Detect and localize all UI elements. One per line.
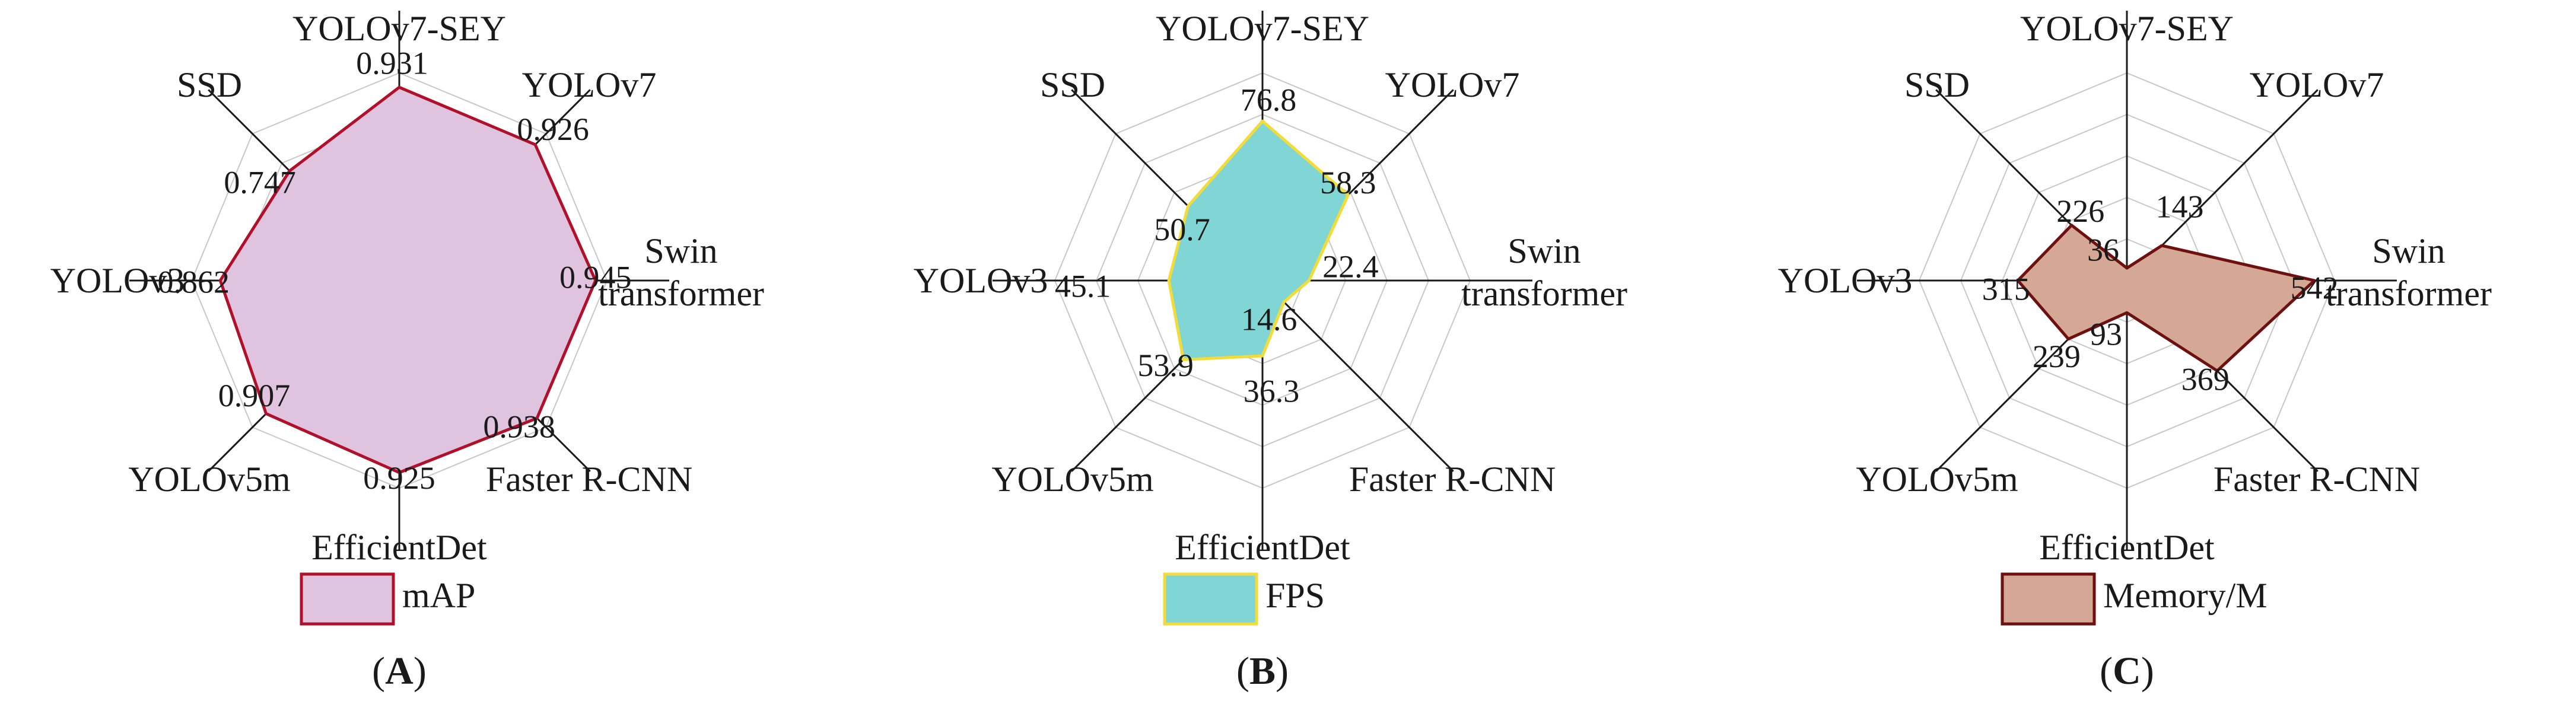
legend: Memory/M xyxy=(2001,572,2267,626)
legend-label: Memory/M xyxy=(2103,576,2267,615)
axis-label-yolov3: YOLOv3 xyxy=(1778,261,1913,300)
legend-swatch xyxy=(1163,572,1258,626)
radar-panel-b: 76.8 58.3 22.4 14.6 36.3 53.9 45.1 50.7 YOLOv7-S… xyxy=(914,9,1627,693)
data-label: 143 xyxy=(2155,189,2203,224)
data-label: 0.862 xyxy=(158,264,230,300)
legend-swatch xyxy=(300,572,395,626)
axis-label-yolov5m: YOLOv5m xyxy=(991,460,1153,499)
axis-label-ssd: SSD xyxy=(177,65,242,104)
axis-label-yolov7: YOLOv7 xyxy=(522,65,657,104)
data-label: 36.3 xyxy=(1244,373,1300,409)
panel-label: (A) xyxy=(372,649,427,693)
data-label: 369 xyxy=(2181,362,2230,397)
data-label: 226 xyxy=(2056,193,2104,229)
data-label: 0.747 xyxy=(224,165,296,200)
data-label: 239 xyxy=(2033,339,2081,374)
data-label: 22.4 xyxy=(1322,249,1379,284)
data-label: 0.945 xyxy=(559,259,632,295)
data-label: 0.925 xyxy=(363,460,435,496)
legend-swatch xyxy=(2001,572,2096,626)
data-label: 53.9 xyxy=(1137,348,1194,383)
legend: FPS xyxy=(1163,572,1325,626)
axis-label-yolov3: YOLOv3 xyxy=(50,261,185,300)
legend-label: mAP xyxy=(402,576,475,615)
axis-label-efficientdet: EfficientDet xyxy=(2039,528,2215,567)
series-area-fps xyxy=(1167,119,1350,361)
axis-label-faster-r-cnn: Faster R-CNN xyxy=(2214,460,2420,499)
data-label: 542 xyxy=(2291,270,2339,305)
axis-label-yolov7-sey: YOLOv7-SEY xyxy=(1156,9,1369,48)
data-label: 0.938 xyxy=(483,409,555,445)
data-label: 93 xyxy=(2090,317,2122,352)
series-area-map xyxy=(218,85,597,474)
series-area-memory-m xyxy=(2016,224,2316,372)
data-label: 0.907 xyxy=(218,378,291,413)
radar-panel-a: 0.931 0.926 0.945 0.938 0.925 0.907 0.862 0.747… xyxy=(50,9,764,693)
axis-label-yolov7: YOLOv7 xyxy=(1385,65,1520,104)
axis-label-faster-r-cnn: Faster R-CNN xyxy=(486,460,692,499)
legend-label: FPS xyxy=(1265,576,1325,615)
axis-label-yolov3: YOLOv3 xyxy=(914,261,1048,300)
data-label: 0.926 xyxy=(517,112,589,147)
axis-label-efficientdet: EfficientDet xyxy=(311,528,487,567)
legend: mAP xyxy=(300,572,475,626)
data-label: 0.931 xyxy=(356,46,428,81)
panel-label: (B) xyxy=(1236,649,1289,693)
axis-line-faster-r-cnn xyxy=(1261,279,1454,472)
data-label: 45.1 xyxy=(1055,268,1111,304)
axis-label-yolov7-sey: YOLOv7-SEY xyxy=(2020,9,2234,48)
data-label: 315 xyxy=(1982,271,2030,307)
axis-label-yolov7: YOLOv7 xyxy=(2250,65,2384,104)
axis-label-swin-transformer: Swin transformer xyxy=(2326,231,2492,313)
data-label: 14.6 xyxy=(1241,302,1297,337)
axis-label-yolov7-sey: YOLOv7-SEY xyxy=(292,9,506,48)
data-label: 76.8 xyxy=(1241,82,1297,118)
data-label: 36 xyxy=(2087,232,2119,267)
axis-label-yolov5m: YOLOv5m xyxy=(1856,460,2018,499)
axis-label-yolov5m: YOLOv5m xyxy=(128,460,290,499)
axis-label-ssd: SSD xyxy=(1904,65,1970,104)
axis-label-efficientdet: EfficientDet xyxy=(1175,528,1350,567)
panel-label: (C) xyxy=(2100,649,2154,693)
data-label: 50.7 xyxy=(1154,212,1210,247)
axis-label-swin-transformer: Swin transformer xyxy=(1461,231,1627,313)
axis-label-swin-transformer: Swin transformer xyxy=(598,231,764,313)
axis-label-faster-r-cnn: Faster R-CNN xyxy=(1349,460,1556,499)
data-label: 58.3 xyxy=(1320,165,1376,200)
axis-label-ssd: SSD xyxy=(1040,65,1105,104)
